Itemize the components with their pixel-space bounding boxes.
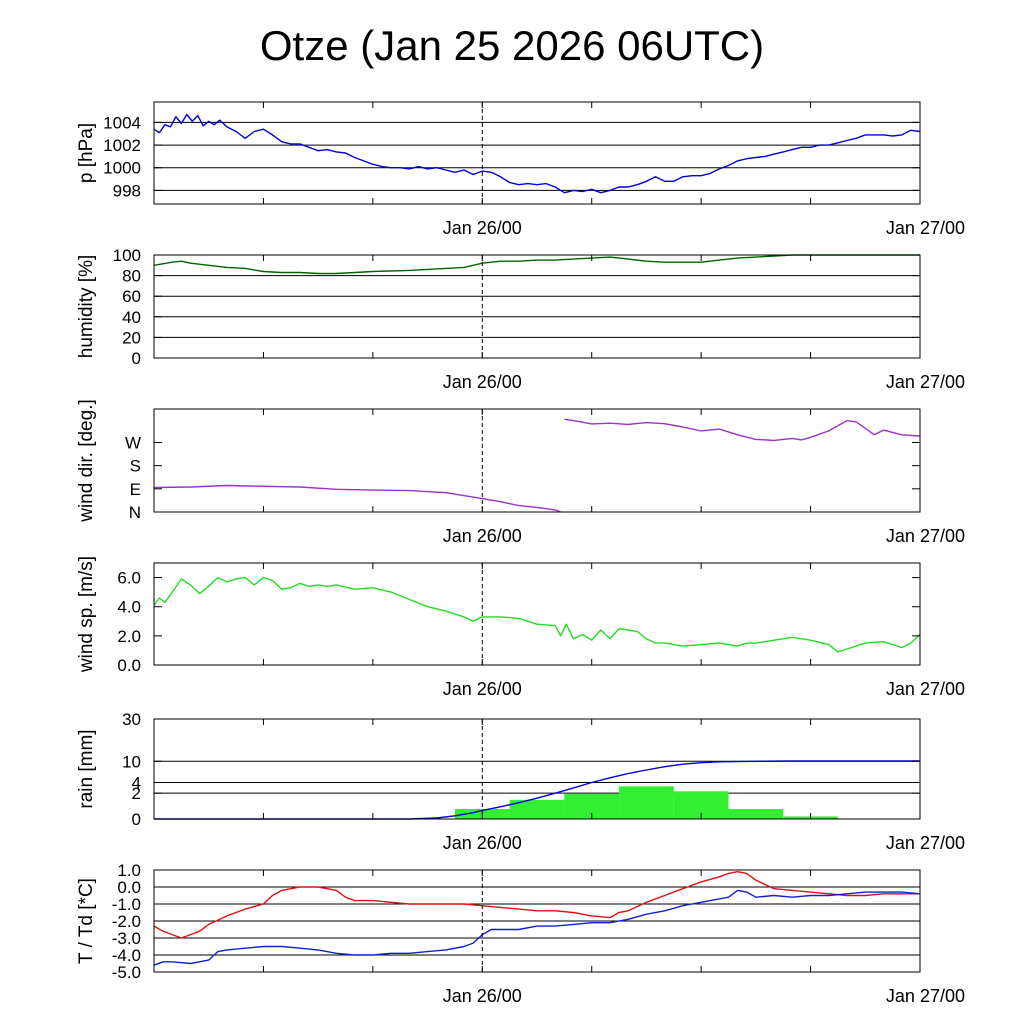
y-axis-label: rain [mm] xyxy=(76,729,97,808)
y-tick-label: 100 xyxy=(113,246,141,265)
y-tick-label: 20 xyxy=(122,328,141,347)
y-tick-label: -3.0 xyxy=(112,929,141,948)
y-tick-label: 998 xyxy=(113,181,141,200)
series-line-2 xyxy=(564,418,921,442)
y-axis-label: p [hPa] xyxy=(76,123,97,183)
x-tick-label: Jan 26/00 xyxy=(443,372,522,392)
x-tick-label: Jan 26/00 xyxy=(443,986,522,1006)
y-tick-label: 1.0 xyxy=(117,861,141,880)
y-tick-label: 1002 xyxy=(103,136,141,155)
y-tick-label: 0.0 xyxy=(117,878,141,897)
y-tick-label: 1000 xyxy=(103,159,141,178)
chart-title: Otze (Jan 25 2026 06UTC) xyxy=(259,22,765,69)
x-tick-label: Jan 27/00 xyxy=(886,679,965,699)
y-tick-label: 2.0 xyxy=(117,627,141,646)
series-line-1 xyxy=(153,484,561,513)
y-tick-label: -5.0 xyxy=(112,963,141,982)
x-tick-label: Jan 26/00 xyxy=(443,679,522,699)
y-tick-label: 1004 xyxy=(103,113,141,132)
series-line-1 xyxy=(153,871,920,939)
y-tick-label: S xyxy=(130,457,141,476)
y-tick-label: -2.0 xyxy=(112,912,141,931)
y-tick-label: 4 xyxy=(132,773,141,792)
panel-6: 1.00.0-1.0-2.0-3.0-4.0-5.0 Jan 26/00 Jan 2… xyxy=(76,861,965,1006)
series-line-1 xyxy=(153,113,921,194)
y-tick-label: 10 xyxy=(122,752,141,771)
panel-4: 0.0 2.0 4.0 6.0 Jan 26/00 Jan 27/00 wind sp. [… xyxy=(76,556,965,699)
y-tick-label: -1.0 xyxy=(112,895,141,914)
series-line-1 xyxy=(153,576,921,653)
y-tick-label: N xyxy=(129,503,141,522)
x-tick-label: Jan 26/00 xyxy=(443,833,522,853)
x-tick-label: Jan 27/00 xyxy=(886,218,965,238)
y-tick-label: W xyxy=(125,433,141,452)
x-tick-label: Jan 26/00 xyxy=(443,526,522,546)
y-axis-label: humidity [%] xyxy=(76,255,97,358)
y-tick-label: 60 xyxy=(122,287,141,306)
x-tick-label: Jan 27/00 xyxy=(886,833,965,853)
series-line-2 xyxy=(153,889,921,966)
plot-frame xyxy=(153,254,921,359)
y-tick-label: 0 xyxy=(132,810,141,829)
x-tick-label: Jan 27/00 xyxy=(886,526,965,546)
y-tick-label: 80 xyxy=(122,267,141,286)
y-axis-label: T / Td [*C] xyxy=(76,878,97,964)
rain-bar xyxy=(728,809,784,819)
y-tick-label: 4.0 xyxy=(117,598,141,617)
y-axis-label: wind sp. [m/s] xyxy=(76,556,97,673)
y-axis-label: wind dir. [deg.] xyxy=(76,399,97,523)
y-tick-label: -4.0 xyxy=(112,946,141,965)
y-tick-label: 6.0 xyxy=(117,569,141,588)
y-tick-label: 30 xyxy=(122,710,141,729)
rain-bar xyxy=(619,786,674,819)
y-tick-label: 0.0 xyxy=(117,656,141,675)
x-tick-label: Jan 26/00 xyxy=(443,218,522,238)
series-line-1 xyxy=(154,760,920,820)
y-tick-label: 40 xyxy=(122,308,141,327)
series-line-1 xyxy=(153,254,920,275)
y-tick-label: E xyxy=(130,480,141,499)
rain-bar xyxy=(509,799,565,819)
plot-frame xyxy=(153,408,921,513)
plot-frame xyxy=(153,562,921,666)
x-tick-label: Jan 27/00 xyxy=(886,986,965,1006)
panel-1: 998 1000 1002 1004 Jan 26/00 Jan 27/00 p [hPa] xyxy=(76,101,965,238)
y-tick-label: 0 xyxy=(132,349,141,368)
y-tick-label: 2 xyxy=(132,784,141,803)
panel-5: 0 24 10 30 Jan 26/00 Jan 27/00 rain [mm] xyxy=(76,710,965,853)
x-tick-label: Jan 27/00 xyxy=(886,372,965,392)
plot-frame xyxy=(153,718,921,820)
plot-frame xyxy=(153,101,921,205)
